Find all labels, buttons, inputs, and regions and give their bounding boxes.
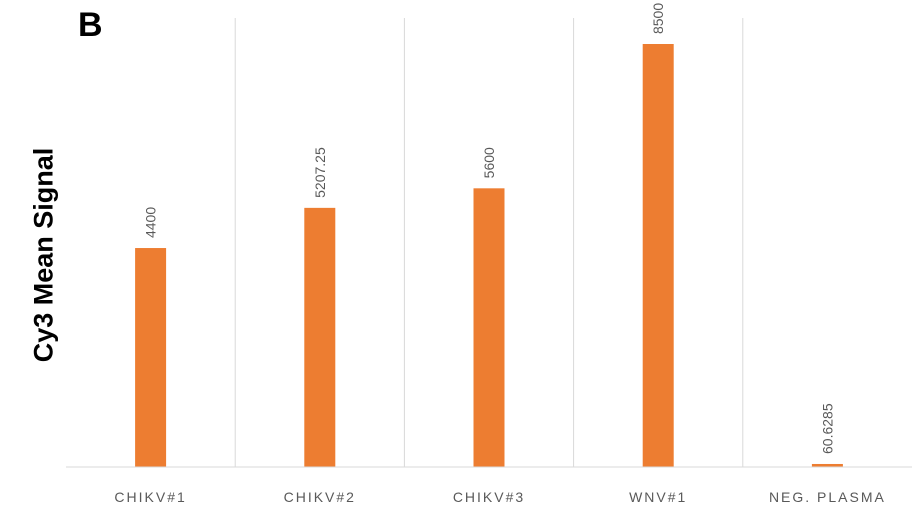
x-tick-labels: CHIKV#1 CHIKV#2 CHIKV#3 WNV#1 NEG. PLASMA [114, 489, 886, 505]
bar-4 [642, 44, 674, 467]
bar-3 [473, 188, 505, 468]
bars [135, 44, 843, 468]
bar-1 [135, 248, 167, 467]
x-tick-label-2: CHIKV#2 [284, 489, 356, 505]
data-label-1: 4400 [143, 207, 159, 238]
panel-label: B [78, 6, 103, 44]
x-tick-label-5: NEG. PLASMA [769, 489, 886, 505]
x-tick-label-3: CHIKV#3 [453, 489, 525, 505]
data-label-5: 60.6285 [819, 403, 835, 454]
data-label-3: 5600 [481, 147, 497, 178]
data-labels: 4400 5207.25 5600 8500 60.6285 [143, 3, 836, 454]
data-label-4: 8500 [650, 3, 666, 34]
bar-2 [304, 207, 336, 467]
bar-5 [811, 463, 843, 467]
x-tick-label-4: WNV#1 [629, 489, 687, 505]
grid-lines [234, 18, 744, 467]
x-tick-label-1: CHIKV#1 [114, 489, 186, 505]
data-label-2: 5207.25 [312, 147, 328, 198]
